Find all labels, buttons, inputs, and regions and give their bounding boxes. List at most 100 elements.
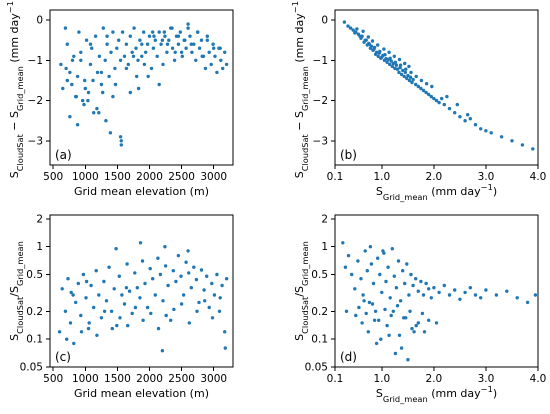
scatter-point <box>209 62 213 67</box>
axis-title-part: S <box>376 185 383 198</box>
scatter-point <box>60 287 64 291</box>
axis-title-part: S <box>8 171 21 178</box>
y-axis-title: SCloudSat/SGrid_mean <box>8 241 25 341</box>
scatter-point <box>124 66 129 71</box>
scatter-point <box>427 287 431 291</box>
scatter-point <box>66 277 70 281</box>
axis-title-part: −1 <box>481 182 493 192</box>
scatter-point <box>392 54 396 58</box>
scatter-point <box>388 296 392 300</box>
scatter-point <box>489 131 493 135</box>
scatter-point <box>164 313 168 318</box>
scatter-point <box>130 50 134 54</box>
scatter-point <box>363 38 367 42</box>
scatter-point <box>358 34 362 38</box>
scatter-point <box>353 287 357 291</box>
scatter-point <box>172 58 177 62</box>
scatter-point <box>405 76 409 81</box>
scatter-point <box>196 30 200 34</box>
x-tick-label: 4.0 <box>530 171 547 183</box>
scatter-point <box>356 259 360 263</box>
scatter-point <box>419 279 423 284</box>
axis-title-part: Grid_mean <box>300 66 310 111</box>
scatter-points <box>59 22 229 147</box>
panel-d: 0.1 1.0 2.0 3.0 4.00.050.10.20.512(d)SGrid_m… <box>293 213 546 404</box>
scatter-point <box>224 277 229 281</box>
scatter-point <box>190 50 194 54</box>
scatter-point <box>88 62 93 67</box>
scatter-point <box>223 346 227 350</box>
scatter-point <box>95 106 99 111</box>
scatter-point <box>61 86 65 91</box>
scatter-point <box>223 50 227 54</box>
scatter-point <box>126 62 130 67</box>
scatter-point <box>152 34 156 38</box>
scatter-point <box>84 38 89 42</box>
scatter-point <box>140 259 145 263</box>
scatter-point <box>118 135 123 139</box>
axis-title-part: Grid_mean <box>15 66 25 111</box>
scatter-point <box>151 30 155 34</box>
axis-title-part: − S <box>8 111 21 134</box>
scatter-point <box>63 26 68 30</box>
scatter-point <box>144 50 148 54</box>
scatter-point <box>99 82 104 87</box>
axis-title-part: ) <box>493 185 497 198</box>
y-axis-title: SCloudSat/SGrid_mean <box>293 241 310 341</box>
scatter-point <box>194 277 199 282</box>
scatter-point <box>126 323 130 328</box>
scatter-point <box>344 309 349 313</box>
x-tick-label: 1000 <box>72 171 99 183</box>
scatter-point <box>520 143 525 147</box>
y-tick-label: 0.5 <box>311 269 328 281</box>
scatter-point <box>59 62 63 67</box>
scatter-point <box>354 313 358 318</box>
x-tick-label: 3.0 <box>478 373 495 385</box>
scatter-point <box>68 321 73 325</box>
y-tick-label: −1 <box>28 55 43 67</box>
x-tick-label: 500 <box>43 373 63 385</box>
scatter-point <box>357 305 361 310</box>
scatter-point <box>149 66 154 71</box>
panel-label: (d) <box>340 350 357 364</box>
scatter-point <box>372 45 377 50</box>
scatter-point <box>140 54 144 58</box>
scatter-point <box>83 86 88 91</box>
scatter-point <box>178 30 182 34</box>
scatter-point <box>387 50 391 54</box>
scatter-point <box>133 305 138 310</box>
axis-title-part: (mm day <box>428 185 481 198</box>
scatter-point <box>76 281 81 286</box>
scatter-point <box>429 94 433 99</box>
scatter-point <box>187 321 191 325</box>
scatter-point <box>110 326 115 331</box>
panel-a: 500 1000 1500 2000 2500 3000 0 −1 −2 −3 (a) Grid me… <box>5 0 234 198</box>
scatter-point <box>533 293 538 297</box>
y-tick-label: 0.1 <box>311 334 328 346</box>
scatter-point <box>81 272 86 277</box>
scatter-point <box>160 38 165 42</box>
scatter-point <box>189 286 193 290</box>
scatter-point <box>183 38 187 42</box>
scatter-point <box>153 38 157 42</box>
y-tick-label: −3 <box>313 135 328 147</box>
scatter-point <box>440 96 444 101</box>
scatter-point <box>102 279 106 284</box>
scatter-point <box>411 77 415 82</box>
scatter-point <box>220 283 224 288</box>
scatter-point <box>408 309 412 313</box>
x-axis-title: SGrid_mean (mm day−1) <box>376 384 497 404</box>
scatter-point <box>429 296 433 300</box>
scatter-point <box>437 290 441 295</box>
scatter-point <box>405 262 409 266</box>
scatter-point <box>81 98 85 103</box>
axis-title-part: CloudSat <box>15 296 25 334</box>
scatter-point <box>421 88 426 93</box>
x-tick-label: 1500 <box>104 171 131 183</box>
scatter-point <box>410 326 414 331</box>
scatter-point <box>95 70 100 75</box>
scatter-point <box>166 283 170 288</box>
scatter-point <box>79 58 83 62</box>
scatter-point <box>99 70 104 75</box>
